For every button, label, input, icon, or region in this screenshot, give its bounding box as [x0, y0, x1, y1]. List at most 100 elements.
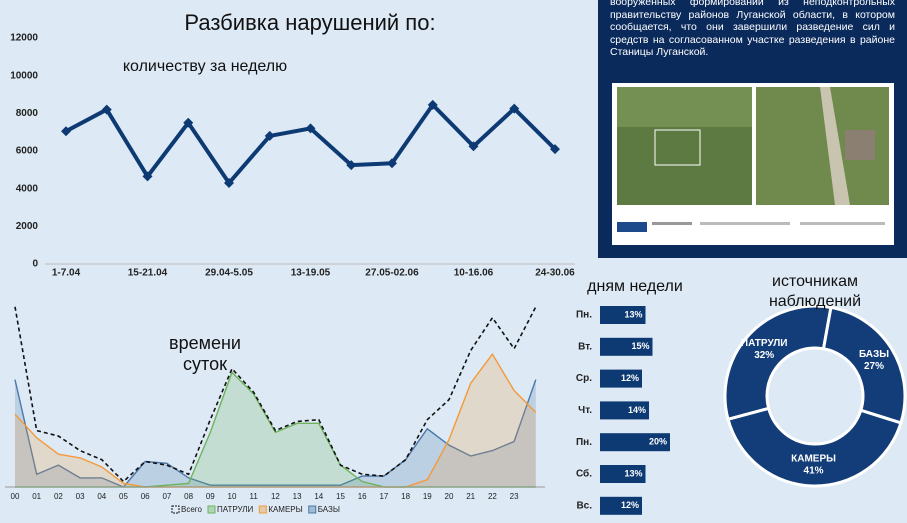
y-tick-label: Чт.	[578, 405, 592, 416]
slice-value: 32%	[754, 350, 774, 361]
x-tick-label: 29.04-5.05	[205, 268, 253, 279]
x-tick-label: 10-16.06	[454, 268, 494, 279]
chart-title: времени суток	[169, 333, 241, 374]
x-tick-label: 23	[510, 492, 519, 501]
x-tick-label: 19	[423, 492, 432, 501]
slice-value: 27%	[864, 361, 884, 372]
slice-label: КАМЕРЫ	[791, 454, 836, 465]
y-tick-label: Пн.	[576, 437, 592, 448]
bar	[600, 401, 649, 420]
x-tick-label: 18	[401, 492, 410, 501]
x-tick-label: 08	[184, 492, 193, 501]
area-fill	[15, 354, 536, 487]
marker	[550, 144, 560, 155]
x-tick-label: 09	[206, 492, 215, 501]
x-tick-label: 04	[97, 492, 106, 501]
bar	[600, 369, 642, 388]
y-tick-label: Сб.	[576, 468, 592, 480]
legend-label: Всего	[181, 505, 203, 514]
marker	[183, 117, 194, 128]
value-label: 13%	[624, 309, 642, 319]
x-tick-label: 16	[358, 492, 367, 501]
y-tick-label: 8000	[16, 108, 39, 119]
legend-swatch	[171, 505, 180, 514]
bar	[600, 433, 670, 452]
marker	[264, 130, 275, 141]
bar	[600, 465, 646, 483]
x-tick-label: 13	[293, 492, 302, 501]
x-tick-label: 10	[228, 492, 237, 501]
marker	[346, 160, 357, 171]
bar	[600, 337, 653, 356]
value-label: 20%	[649, 437, 667, 447]
x-tick-label: 03	[76, 492, 85, 501]
y-tick-label: 12000	[10, 33, 38, 44]
value-label: 12%	[621, 373, 639, 383]
area-fill	[15, 372, 536, 487]
x-tick-label: 15-21.04	[128, 268, 168, 279]
x-tick-label: 22	[488, 492, 497, 501]
y-tick-label: 2000	[16, 221, 39, 232]
marker	[509, 103, 520, 114]
value-label: 14%	[628, 405, 646, 415]
x-tick-label: 02	[54, 492, 63, 501]
x-tick-label: 14	[314, 492, 323, 501]
chart-title: дням недели	[587, 278, 683, 295]
x-tick-label: 13-19.05	[291, 268, 331, 279]
page-title: Разбивка нарушений по:	[184, 10, 436, 35]
x-tick-label: 24-30.06	[535, 268, 575, 279]
donut-slice	[821, 305, 907, 425]
donut-slice	[726, 406, 903, 488]
x-tick-label: 17	[379, 492, 388, 501]
value-label: 13%	[624, 468, 642, 478]
marker	[61, 126, 71, 137]
marker	[101, 104, 112, 115]
x-tick-label: 01	[32, 492, 41, 501]
bar	[600, 496, 642, 515]
bar	[600, 306, 646, 324]
article-text: вооруженных формирований из неподконтрол…	[610, 0, 895, 58]
y-tick-label: 10000	[10, 70, 38, 81]
value-label: 12%	[621, 500, 639, 510]
photo	[612, 83, 894, 245]
chart-title: источникам наблюдений	[768, 273, 862, 310]
x-tick-label: 20	[445, 492, 454, 501]
y-tick-label: Вс.	[576, 500, 592, 511]
marker	[468, 141, 479, 152]
x-tick-label: 05	[119, 492, 128, 501]
legend-swatch	[207, 505, 216, 514]
line	[65, 101, 557, 187]
donut-slice	[723, 304, 833, 422]
slice-label: БАЗЫ	[859, 349, 889, 360]
legend-label: ПАТРУЛИ	[217, 505, 254, 514]
marker	[427, 99, 438, 110]
legend-swatch	[308, 505, 317, 514]
legend-label: БАЗЫ	[318, 505, 340, 514]
x-tick-label: 15	[336, 492, 345, 501]
y-tick-label: 4000	[16, 183, 39, 194]
marker	[387, 158, 397, 169]
slice-label: ПАТРУЛИ	[741, 338, 788, 349]
series-line	[14, 306, 537, 483]
y-tick-label: 0	[32, 259, 38, 270]
legend-label: КАМЕРЫ	[268, 505, 302, 514]
marker	[305, 123, 316, 134]
x-tick-label: 12	[271, 492, 280, 501]
x-tick-label: 00	[11, 492, 20, 501]
x-tick-label: 06	[141, 492, 150, 501]
y-tick-label: 6000	[16, 146, 39, 157]
chart-title: количеству за неделю	[122, 58, 288, 75]
slice-value: 41%	[804, 466, 824, 477]
x-tick-label: 1-7.04	[52, 268, 81, 279]
y-tick-label: Вт.	[578, 341, 592, 352]
y-tick-label: Ср.	[576, 373, 592, 384]
marker	[224, 178, 234, 189]
x-tick-label: 07	[162, 492, 171, 501]
y-tick-label: Пн.	[576, 310, 592, 321]
x-tick-label: 21	[466, 492, 475, 501]
x-tick-label: 11	[250, 492, 259, 501]
series-line	[14, 379, 537, 488]
x-tick-label: 27.05-02.06	[365, 268, 419, 279]
